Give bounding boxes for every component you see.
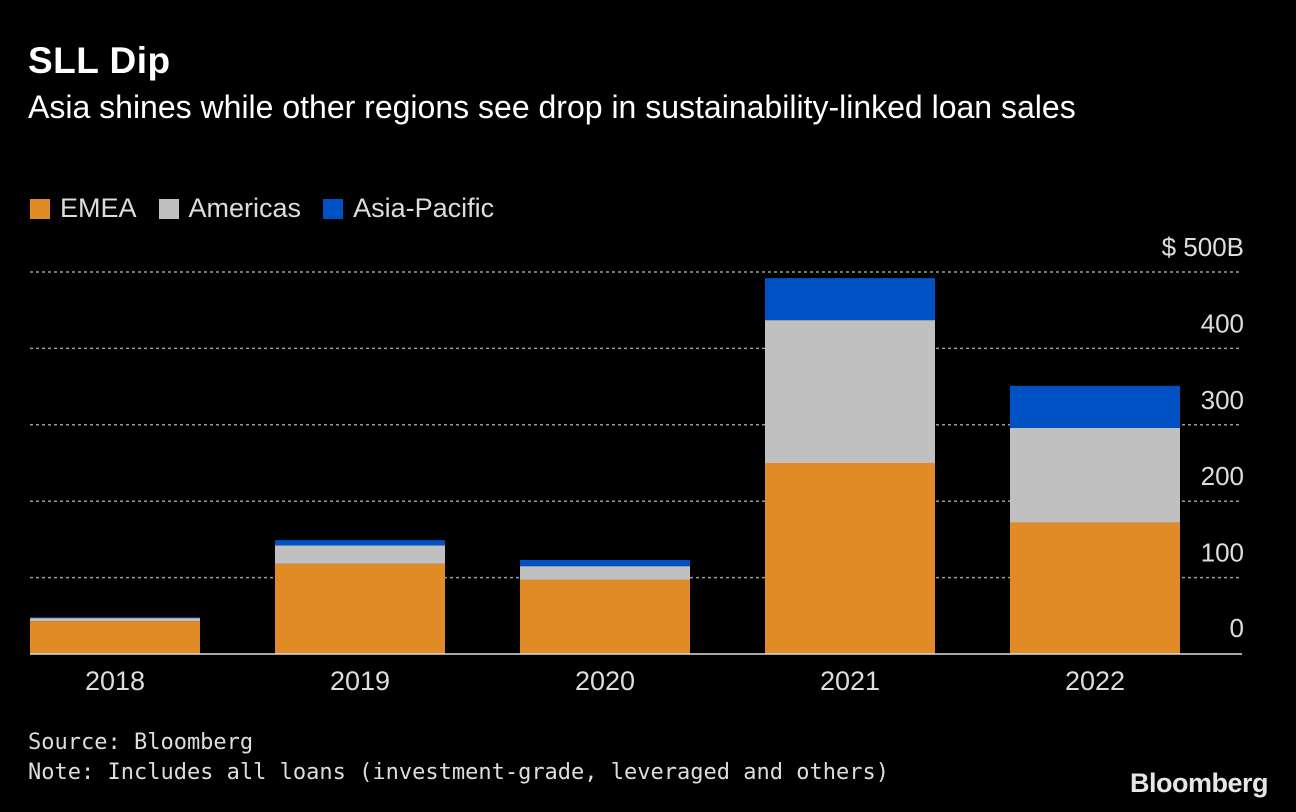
x-tick-label-2019: 2019 [330, 666, 390, 696]
x-tick-label-2018: 2018 [85, 666, 145, 696]
bar-emea-2022 [1010, 522, 1180, 654]
y-tick-label-500: $ 500B [1162, 232, 1244, 262]
bar-emea-2020 [520, 579, 690, 654]
y-tick-label-400: 400 [1201, 308, 1244, 338]
x-tick-label-2021: 2021 [820, 666, 880, 696]
bar-asia-pacific-2020 [520, 560, 690, 567]
bar-americas-2018 [30, 618, 200, 622]
bar-asia-pacific-2021 [765, 278, 935, 321]
legend: EMEA Americas Asia-Pacific [30, 193, 516, 224]
chart-subtitle: Asia shines while other regions see drop… [28, 89, 1076, 125]
legend-swatch-emea [30, 198, 50, 219]
source-note: Source: Bloomberg [28, 730, 254, 755]
y-tick-label-300: 300 [1201, 385, 1244, 415]
legend-item-americas: Americas [158, 193, 302, 224]
bar-emea-2019 [275, 563, 445, 654]
x-tick-label-2020: 2020 [575, 666, 635, 696]
chart-title: SLL Dip [28, 40, 171, 81]
legend-label-americas: Americas [188, 193, 302, 223]
legend-label-emea: EMEA [60, 193, 137, 223]
bar-emea-2018 [30, 621, 200, 654]
bar-americas-2020 [520, 566, 690, 580]
legend-swatch-asia-pacific [323, 198, 344, 219]
footnote: Note: Includes all loans (investment-gra… [28, 760, 889, 785]
x-tick-label-2022: 2022 [1065, 666, 1125, 696]
bar-americas-2021 [765, 320, 935, 463]
y-tick-label-200: 200 [1201, 461, 1244, 491]
legend-swatch-americas [158, 198, 179, 219]
legend-item-asia-pacific: Asia-Pacific [323, 193, 494, 224]
bar-emea-2021 [765, 463, 935, 654]
bar-asia-pacific-2022 [1010, 385, 1180, 428]
bloomberg-logo: Bloomberg [1129, 768, 1269, 798]
y-tick-label-100: 100 [1201, 538, 1244, 568]
y-tick-label-0: 0 [1230, 613, 1244, 643]
legend-item-emea: EMEA [30, 193, 137, 224]
bar-asia-pacific-2019 [275, 540, 445, 546]
bar-americas-2022 [1010, 427, 1180, 523]
bar-asia-pacific-2018 [30, 617, 200, 619]
legend-label-asia-pacific: Asia-Pacific [353, 193, 495, 223]
bar-americas-2019 [275, 545, 445, 564]
